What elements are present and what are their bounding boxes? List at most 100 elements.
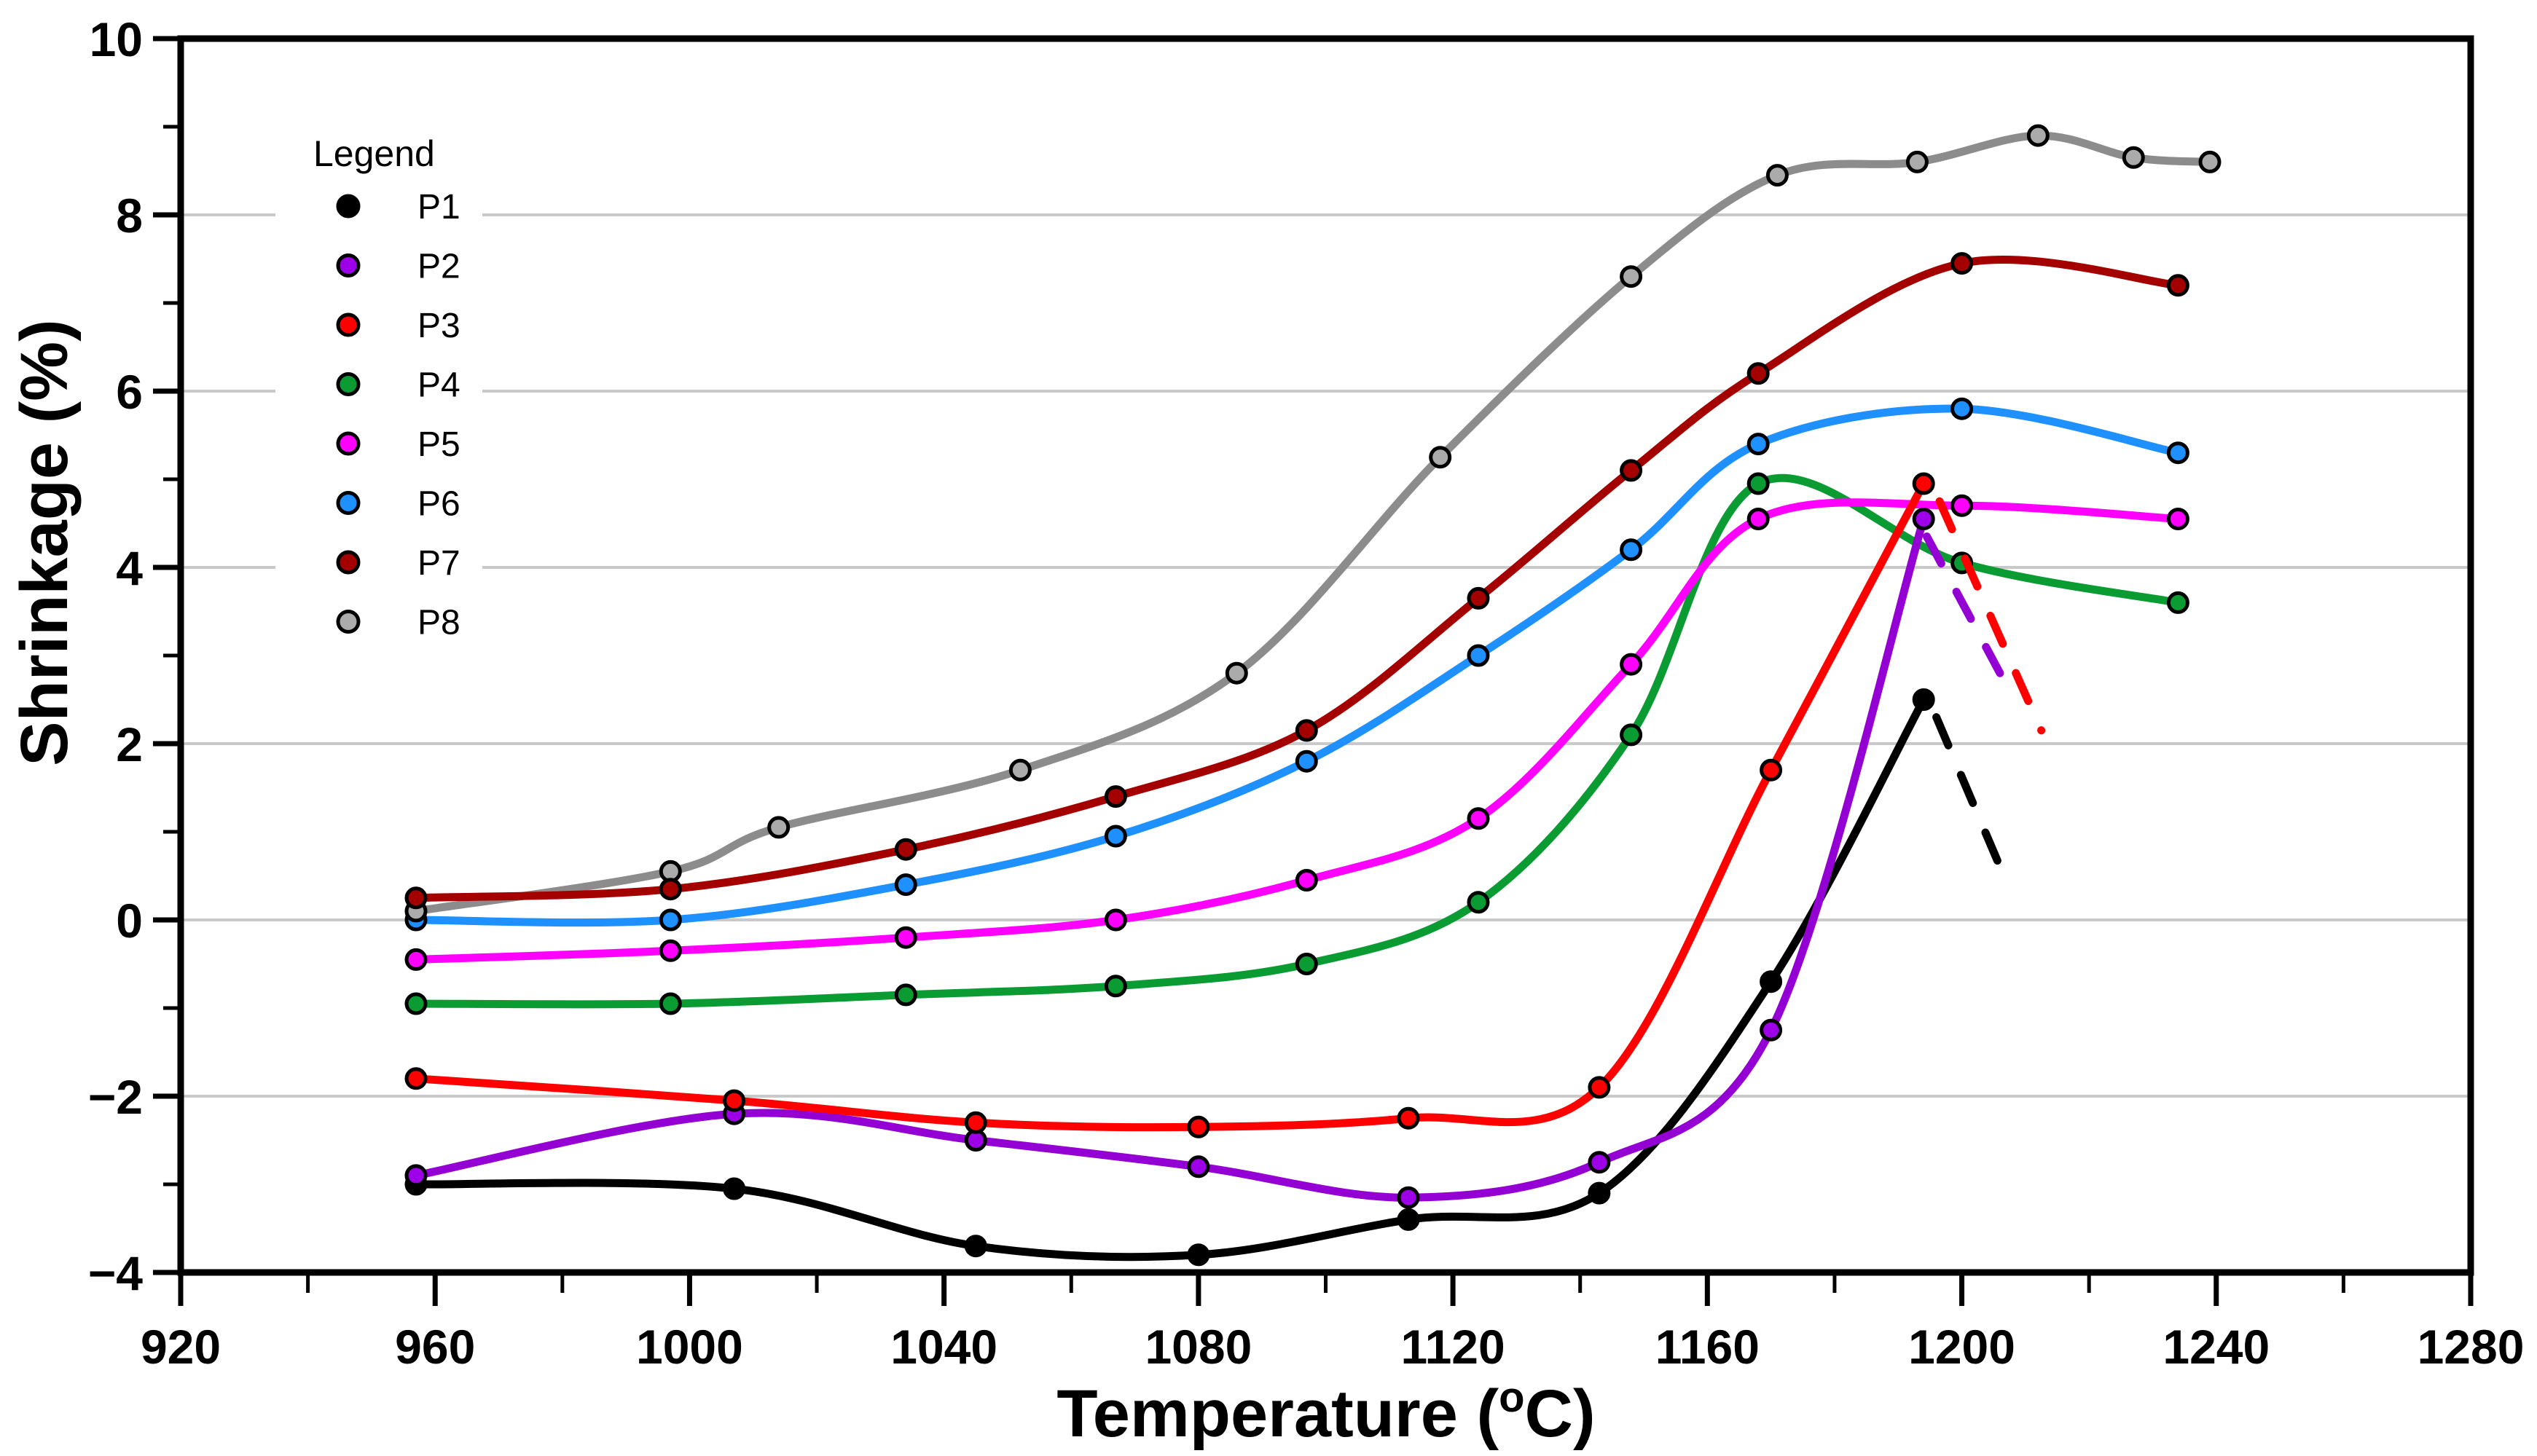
legend-swatch-P6 [336,491,361,515]
series-P6-point-1148 [1620,538,1643,562]
series-P8-point-1239 [2198,150,2222,173]
series-P5-point-957 [404,948,428,971]
legend-item-P6: P6 [336,485,460,524]
series-P7-point-1168 [1746,362,1770,385]
series-P1-point-1143 [1588,1181,1611,1205]
y-axis-title: Shrinkage (%) [7,319,82,766]
series-P8-point-1052 [1008,758,1032,782]
series-P1-point-1007 [723,1177,746,1200]
series-P6-point-1234 [2166,441,2189,465]
dashed-line-P1 [1932,713,2014,894]
series-P7 [404,252,2189,910]
series-P5-point-1200 [1950,494,1974,517]
series-P7-point-1148 [1620,459,1643,482]
series-P6-point-1168 [1746,433,1770,456]
series-P8-point-1086 [1225,661,1248,685]
axis-tick-labels: 920 960 1000 1040 1080 1120 1160 1200 1240 128010… [88,12,2525,1374]
legend-swatch-P4 [336,372,361,396]
series-P5-point-1234 [2166,508,2189,530]
series-P6-point-1067 [1104,825,1127,848]
x-tick-label-1240: 1240 [2162,1320,2270,1374]
series-P1 [404,688,1935,1267]
legend-item-P2: P2 [336,248,460,286]
x-tick-label-1080: 1080 [1145,1320,1252,1374]
series-P2-point-1080 [1187,1155,1210,1178]
series-P5-point-997 [659,939,682,962]
series-P4-point-1097 [1295,953,1318,975]
series-P2-point-1113 [1397,1186,1420,1209]
series-P7-point-1034 [894,838,917,861]
legend-item-P8: P8 [336,604,460,642]
series-P2-curve [412,515,1928,1202]
series-P1-point-1080 [1187,1243,1210,1267]
legend-label-P6: P6 [417,485,460,524]
series-P8-curve [412,131,2214,916]
series-P4-point-1148 [1620,723,1643,747]
series-P7-point-997 [659,878,682,901]
dashed-annotations [1923,497,2046,894]
x-tick-label-920: 920 [141,1320,221,1374]
legend-item-P3: P3 [336,307,460,345]
series-P8-point-1148 [1620,265,1643,288]
legend-item-P1: P1 [336,188,460,227]
series-P3-point-1007 [723,1089,746,1112]
series-P5-point-1097 [1295,869,1318,892]
legend-swatch-P7 [336,550,361,575]
series-P3-point-1170 [1760,758,1783,782]
series-P4-point-1234 [2166,591,2189,614]
legend-label-P2: P2 [417,248,460,286]
series-P4-curve [412,473,2182,1009]
y-tick-label-6: 6 [116,365,143,419]
series-P7-point-957 [404,886,428,910]
x-tick-label-1040: 1040 [890,1320,997,1374]
legend-item-P5: P5 [336,425,460,464]
series-P3-point-1143 [1588,1076,1611,1099]
series-P6-point-997 [659,908,682,932]
x-tick-label-1120: 1120 [1401,1320,1505,1374]
legend-item-P4: P4 [336,366,460,405]
series-P1-point-1113 [1397,1208,1420,1231]
legend-label-P4: P4 [417,366,460,405]
series-P2-point-1170 [1760,1018,1783,1042]
series-P4-point-1067 [1104,975,1127,998]
series-P3-point-1080 [1187,1115,1210,1138]
dashed-line-P3 [1935,497,2046,735]
series-P6-point-1034 [894,873,917,897]
series-P2-point-1143 [1588,1151,1611,1174]
series-P2-point-1194 [1912,508,1935,530]
x-tick-label-1160: 1160 [1655,1320,1760,1374]
y-tick-label-−2: −2 [88,1070,143,1124]
series-P4-point-997 [659,992,682,1015]
y-tick-label-8: 8 [116,189,143,243]
series-P7-point-1097 [1295,719,1318,742]
series-P3-point-1113 [1397,1106,1420,1130]
series-P4-point-1034 [894,983,917,1007]
series-P8-point-1171 [1765,164,1789,187]
series-P7-point-1067 [1104,785,1127,808]
series-P8-point-1014 [767,816,791,839]
x-tick-label-1200: 1200 [1908,1320,2015,1374]
legend-swatch-P2 [336,253,361,278]
series-P6-point-1200 [1950,397,1974,420]
series-P2-point-957 [404,1164,428,1187]
series-P5-point-1168 [1746,508,1770,530]
y-tick-label-10: 10 [90,12,143,66]
gridlines [181,213,2471,1098]
legend-swatch-P3 [336,312,361,337]
y-tick-label-2: 2 [116,717,143,771]
series-P6-curve [412,404,2182,927]
series-P8-point-1212 [2026,124,2050,147]
x-tick-label-960: 960 [395,1320,475,1374]
series-P8 [404,124,2222,923]
legend: Legend P1 P2 P3 P4 P5 P6 P7 P8 [313,133,460,642]
series-P8-point-1193 [1905,150,1929,173]
series-P1-point-1170 [1760,970,1783,993]
series-P7-curve [412,255,2182,902]
series-P5 [404,494,2189,971]
series-P5-point-1148 [1620,653,1643,676]
legend-background [275,102,482,656]
series-P3-point-1045 [964,1111,987,1134]
legend-item-P7: P7 [336,544,460,583]
legend-backdrop [275,102,482,656]
